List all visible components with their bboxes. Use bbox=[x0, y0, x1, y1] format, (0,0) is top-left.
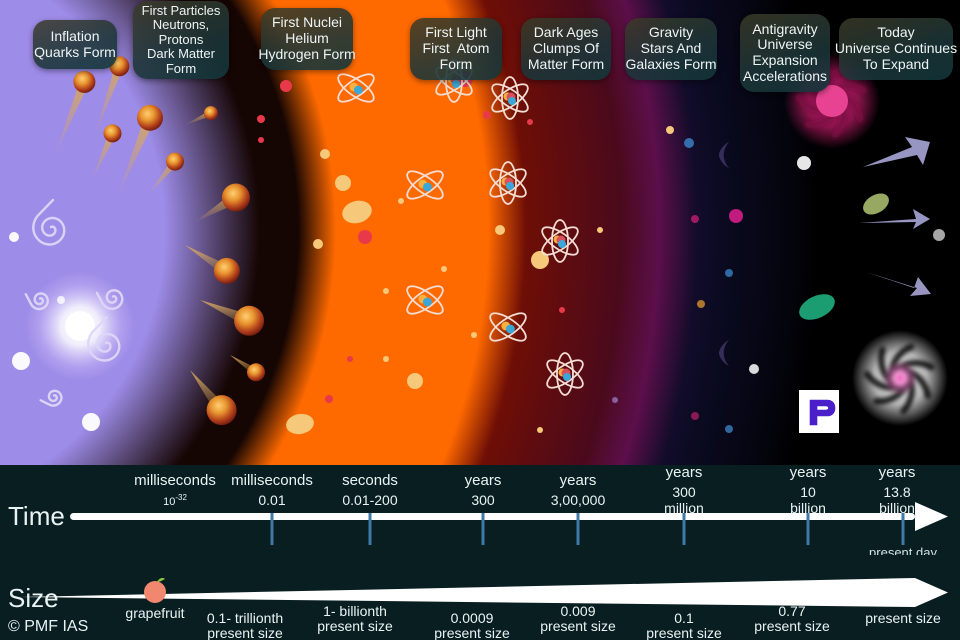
svg-text:0.01: 0.01 bbox=[258, 492, 285, 508]
svg-text:0.77: 0.77 bbox=[778, 603, 805, 619]
svg-text:10: 10 bbox=[800, 484, 816, 500]
svg-text:present size: present size bbox=[317, 618, 393, 634]
svg-text:present size: present size bbox=[434, 625, 510, 640]
svg-text:years: years bbox=[790, 465, 827, 481]
svg-text:300: 300 bbox=[672, 484, 696, 500]
svg-text:years: years bbox=[465, 472, 502, 489]
svg-text:1- billionth: 1- billionth bbox=[323, 603, 387, 619]
svg-text:years: years bbox=[666, 465, 703, 481]
svg-text:3,00,000: 3,00,000 bbox=[551, 492, 606, 508]
svg-text:0.01-200: 0.01-200 bbox=[342, 492, 397, 508]
svg-text:300: 300 bbox=[471, 492, 495, 508]
svg-text:0.1: 0.1 bbox=[674, 610, 694, 626]
svg-text:10-32: 10-32 bbox=[163, 493, 187, 508]
svg-text:13.8: 13.8 bbox=[883, 484, 910, 500]
svg-text:present size: present size bbox=[646, 625, 722, 640]
svg-text:present day: present day bbox=[869, 545, 937, 555]
svg-text:0.1- trillionth: 0.1- trillionth bbox=[207, 610, 283, 626]
svg-text:years: years bbox=[879, 465, 916, 481]
svg-text:milliseconds: milliseconds bbox=[231, 472, 313, 489]
svg-text:seconds: seconds bbox=[342, 472, 398, 489]
svg-text:present size: present size bbox=[207, 625, 283, 640]
svg-text:present size: present size bbox=[540, 618, 616, 634]
svg-text:years: years bbox=[560, 472, 597, 489]
svg-text:present size: present size bbox=[754, 618, 830, 634]
svg-text:present size: present size bbox=[865, 610, 941, 626]
svg-text:0.009: 0.009 bbox=[560, 603, 595, 619]
svg-text:0.0009: 0.0009 bbox=[451, 610, 494, 626]
svg-text:milliseconds: milliseconds bbox=[134, 472, 216, 489]
svg-text:grapefruit: grapefruit bbox=[125, 605, 184, 621]
